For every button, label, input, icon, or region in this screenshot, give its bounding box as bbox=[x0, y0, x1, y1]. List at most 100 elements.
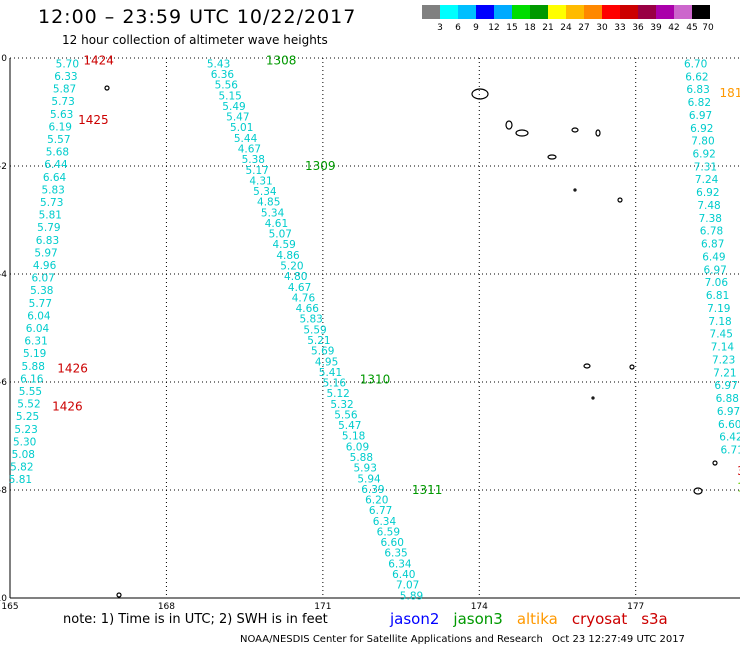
color-swatch bbox=[674, 5, 692, 19]
swh-value: 6.49 bbox=[702, 251, 725, 263]
swh-value: 5.88 bbox=[350, 452, 373, 464]
swh-value: 6.40 bbox=[392, 569, 415, 581]
y-tick-label: -4 bbox=[0, 270, 7, 280]
island-outline bbox=[595, 129, 601, 137]
swh-value: 5.30 bbox=[13, 436, 36, 448]
pass-time-label: 32.2 bbox=[737, 464, 740, 478]
color-scale-label: 24 bbox=[560, 23, 572, 33]
swh-value: 5.55 bbox=[19, 386, 42, 398]
color-scale-label: 6 bbox=[455, 23, 461, 33]
swh-value: 5.20 bbox=[280, 261, 303, 273]
y-tick-label: -6 bbox=[0, 378, 7, 388]
swh-value: 5.81 bbox=[39, 210, 62, 222]
swh-value: 5.19 bbox=[23, 348, 46, 360]
swh-value: 5.56 bbox=[215, 80, 239, 92]
swh-value: 4.31 bbox=[249, 175, 272, 187]
swh-value: 7.80 bbox=[691, 136, 714, 148]
swh-value: 6.59 bbox=[377, 526, 400, 538]
map-grid bbox=[9, 57, 740, 599]
swh-value: 6.97 bbox=[689, 110, 712, 122]
swh-value: 6.77 bbox=[369, 505, 392, 517]
swh-value: 4.86 bbox=[276, 250, 300, 262]
swh-value: 4.95 bbox=[315, 356, 338, 368]
color-swatch bbox=[602, 5, 620, 19]
color-scale-labels: 3 6 9 12 15 18 21 24 27 30 33 36 39 42 45 70 bbox=[422, 23, 728, 35]
swh-value: 6.60 bbox=[381, 537, 404, 549]
swh-value: 5.63 bbox=[50, 109, 73, 121]
satellite-legend: jason2 jason3 altika cryosat s3a bbox=[390, 610, 682, 628]
y-tick-label: -10 bbox=[0, 594, 7, 604]
swh-value: 5.97 bbox=[34, 247, 57, 259]
swh-value: 5.08 bbox=[12, 449, 35, 461]
swh-value: 4.80 bbox=[284, 271, 307, 283]
swh-value: 6.31 bbox=[24, 336, 47, 348]
y-tick-label: -2 bbox=[0, 162, 7, 172]
swh-value: 7.07 bbox=[396, 580, 419, 592]
swh-value: 6.62 bbox=[685, 71, 708, 83]
swh-value: 4.96 bbox=[33, 260, 57, 272]
swh-value: 7.18 bbox=[708, 316, 731, 328]
color-scale-label: 42 bbox=[668, 23, 680, 33]
swh-value: 6.44 bbox=[44, 159, 68, 171]
color-scale-label: 33 bbox=[614, 23, 626, 33]
color-swatch bbox=[692, 5, 710, 19]
island-outline bbox=[591, 396, 595, 400]
swh-value: 6.07 bbox=[31, 273, 54, 285]
swh-value: 5.57 bbox=[47, 134, 70, 146]
swh-value: 4.67 bbox=[238, 144, 261, 156]
swh-value: 5.59 bbox=[303, 324, 326, 336]
color-scale-label: 18 bbox=[524, 23, 536, 33]
color-scale-label: 21 bbox=[542, 23, 554, 33]
swh-value: 5.93 bbox=[354, 463, 377, 475]
color-swatch bbox=[458, 5, 476, 19]
legend-s3a: s3a bbox=[641, 610, 668, 628]
island-outlines bbox=[104, 85, 718, 598]
legend-jason3: jason3 bbox=[453, 610, 503, 628]
color-scale-label: 30 bbox=[596, 23, 608, 33]
swh-value: 5.01 bbox=[230, 122, 253, 134]
swh-value: 6.97 bbox=[703, 264, 726, 276]
swh-value: 7.06 bbox=[705, 277, 729, 289]
x-tick-label: 174 bbox=[471, 602, 488, 612]
swh-value: 5.44 bbox=[234, 133, 258, 145]
swh-value: 5.77 bbox=[29, 298, 52, 310]
swh-value: 7.31 bbox=[694, 161, 717, 173]
swh-value: 7.24 bbox=[695, 174, 719, 186]
island-outline bbox=[629, 364, 635, 370]
swh-value: 6.39 bbox=[361, 484, 384, 496]
swh-value: 6.92 bbox=[696, 187, 719, 199]
swh-value: 4.61 bbox=[265, 218, 288, 230]
pass-time-label: 1424 bbox=[83, 54, 114, 68]
swh-value: 6.33 bbox=[54, 71, 77, 83]
units-note: note: 1) Time is in UTC; 2) SWH is in fe… bbox=[63, 612, 328, 627]
swh-value: 6.34 bbox=[388, 558, 412, 570]
x-tick-label: 168 bbox=[158, 602, 175, 612]
swh-value: 5.07 bbox=[269, 229, 292, 241]
swh-value: 5.16 bbox=[323, 378, 347, 390]
pass-time-label: 1308 bbox=[266, 54, 297, 68]
swh-value: 5.81 bbox=[9, 474, 32, 486]
color-swatch bbox=[638, 5, 656, 19]
swh-value: 7.45 bbox=[710, 329, 733, 341]
swh-value: 6.09 bbox=[346, 441, 369, 453]
legend-jason2: jason2 bbox=[390, 610, 440, 628]
swh-value: 5.73 bbox=[51, 96, 74, 108]
swh-value: 6.97 bbox=[717, 406, 740, 418]
swh-value: 6.04 bbox=[27, 310, 51, 322]
color-swatch bbox=[422, 5, 440, 19]
color-scale-label: 3 bbox=[437, 23, 443, 33]
swh-value: 7.14 bbox=[711, 342, 735, 354]
swh-value: 6.83 bbox=[686, 84, 709, 96]
color-scale-label: 9 bbox=[473, 23, 479, 33]
swh-value: 5.56 bbox=[334, 409, 358, 421]
pass-time-label: 1812 bbox=[720, 86, 740, 100]
swh-value: 5.94 bbox=[357, 473, 381, 485]
swh-value: 5.49 bbox=[222, 101, 245, 113]
swh-value: 5.68 bbox=[46, 147, 69, 159]
swh-value: 6.42 bbox=[719, 432, 740, 444]
swh-value: 4.67 bbox=[288, 282, 311, 294]
swh-value: 7.23 bbox=[712, 354, 735, 366]
color-scale-bar bbox=[422, 5, 728, 19]
swh-value: 7.38 bbox=[699, 213, 722, 225]
